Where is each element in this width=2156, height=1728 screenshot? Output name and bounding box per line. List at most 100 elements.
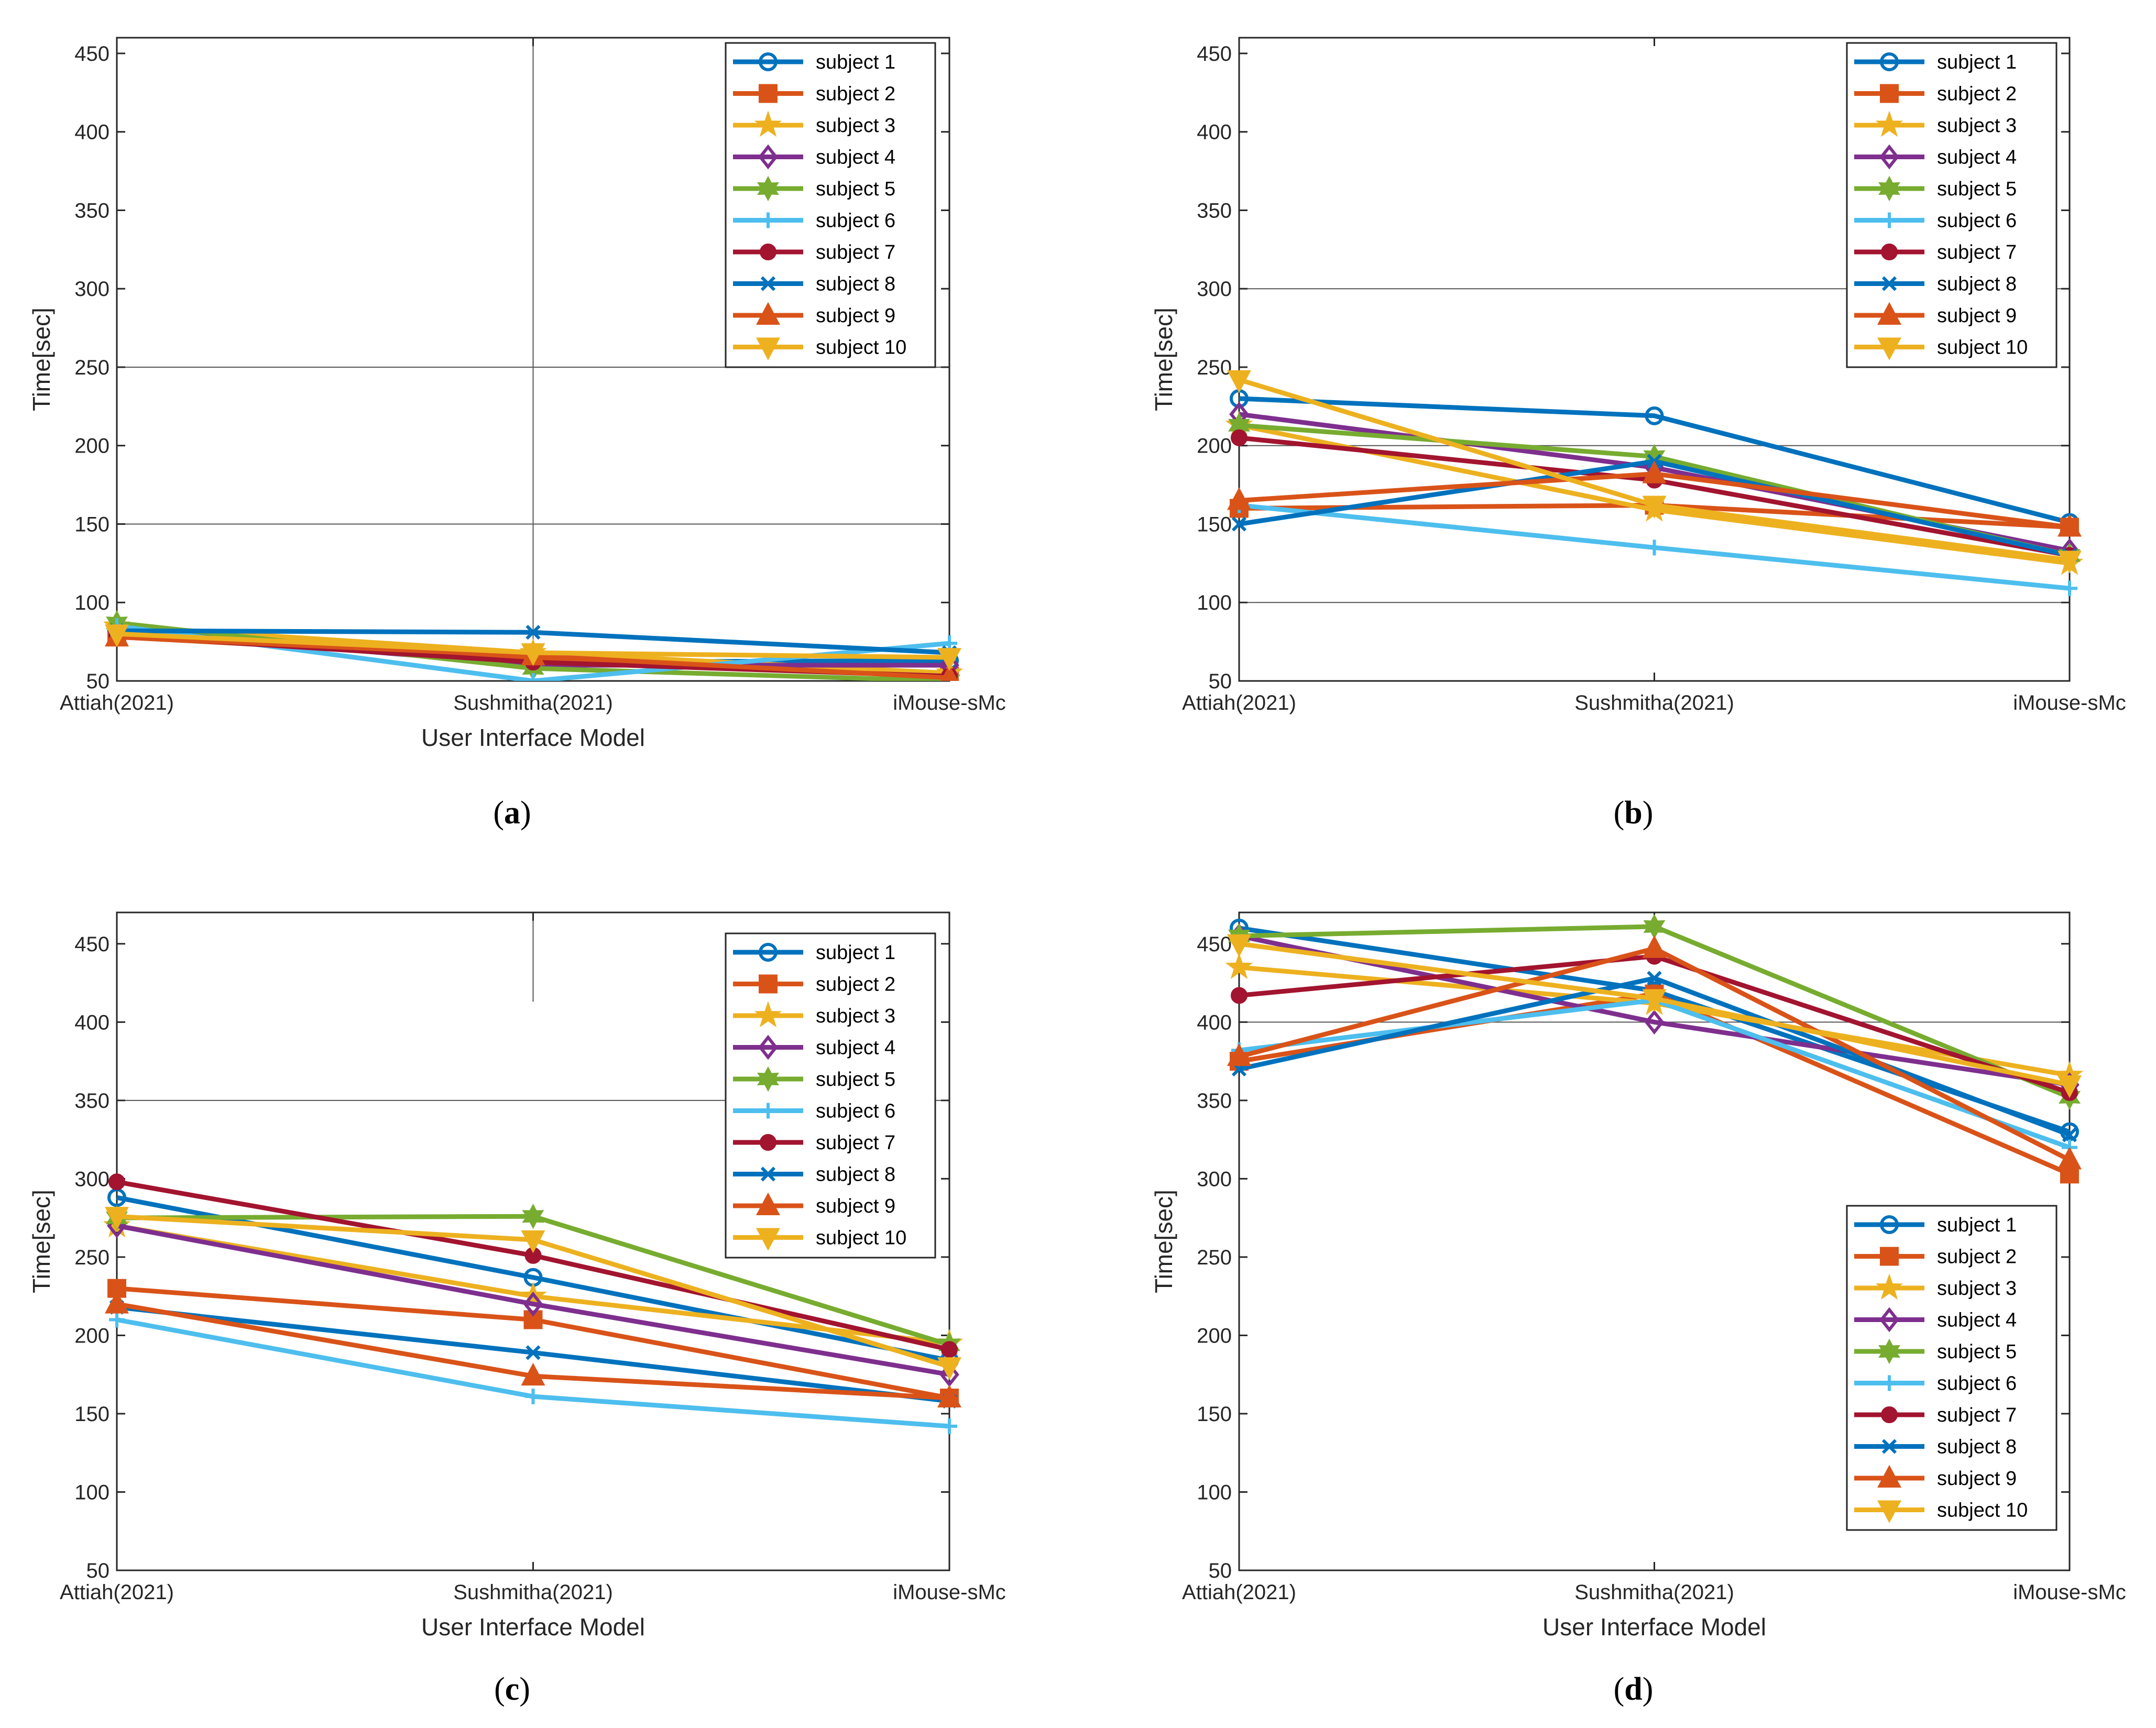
data-point-subject-4 [523,1291,543,1317]
y-tick-label: 350 [1197,199,1232,222]
legend-marker [756,337,780,360]
y-tick-label: 400 [1197,1011,1232,1034]
panel-label: (b) [1614,795,1654,831]
y-tick-label: 200 [1197,435,1232,458]
data-point-subject-9 [1642,935,1667,958]
y-tick-label: 200 [74,1324,110,1347]
legend-entry: subject 7 [816,241,895,263]
legend-entry: subject 6 [816,210,895,232]
x-tick-label: iMouse-sMc [893,691,1006,714]
legend-marker [1881,1439,1897,1454]
legend-entry: subject 8 [816,1164,895,1186]
y-tick-label: 400 [74,1011,110,1034]
legend-entry: subject 6 [816,1100,895,1122]
legend-marker [758,1034,778,1060]
data-point-subject-4 [939,1362,959,1388]
data-point-subject-5 [1643,913,1666,940]
legend-entry: subject 4 [1937,1309,2017,1331]
legend-entry: subject 1 [1937,51,2017,73]
data-point-subject-2 [523,1310,543,1329]
y-tick-label: 300 [1197,278,1232,301]
legend-marker [1877,337,1901,360]
data-point-subject-8 [2062,1127,2077,1142]
legend-marker [1878,175,1900,202]
data-point-subject-9 [105,1291,129,1314]
legend-marker [1879,144,1899,170]
data-point-subject-10 [1227,370,1251,393]
legend-marker [1880,84,1899,103]
legend-marker [1877,1465,1901,1488]
legend-entry: subject 7 [1937,241,2017,263]
legend-entry: subject 10 [816,337,906,359]
legend-entry: subject 5 [816,1069,895,1091]
y-axis-label: Time[sec] [1150,1190,1177,1293]
y-tick-label: 200 [74,435,110,458]
data-point-subject-10 [937,648,961,671]
x-tick-label: iMouse-sMc [2013,1581,2126,1604]
legend-entry: subject 2 [816,974,895,996]
legend-marker [754,1001,782,1028]
legend-marker [1881,212,1897,228]
legend-entry: subject 1 [1937,1214,2017,1236]
x-tick-label: Sushmitha(2021) [453,691,613,714]
series-line-subject-1 [1239,396,2071,525]
y-tick-label: 450 [1197,42,1232,65]
y-tick-label: 50 [86,670,110,693]
legend-marker [757,175,780,202]
data-point-subject-10 [521,1230,545,1253]
x-tick-label: iMouse-sMc [893,1581,1006,1604]
y-tick-label: 50 [1209,1559,1232,1582]
y-tick-label: 350 [74,199,110,222]
legend-marker [757,1066,780,1092]
y-tick-label: 150 [1197,1403,1232,1426]
legend-entry: subject 2 [816,83,895,105]
legend-entry: subject 8 [1937,1436,2017,1458]
x-tick-label: Attiah(2021) [1182,1581,1296,1604]
legend-entry: subject 2 [1937,1246,2017,1268]
legend-entry: subject 2 [1937,83,2017,105]
data-point-subject-7 [108,1173,125,1191]
data-point-subject-9 [940,664,958,681]
x-tick-label: Attiah(2021) [60,1581,174,1604]
legend: subject 1 subject 2 subject 3 subject 4 subj… [725,42,936,368]
chart-panel-1: 50 100 150 200 250 300 350 400 450 Attiah(2021) Su… [28,37,1006,831]
legend-marker [1879,1307,1899,1333]
data-point-subject-10 [2057,551,2082,574]
y-tick-label: 450 [74,933,110,956]
legend-marker [1877,302,1901,325]
legend-marker [756,302,780,325]
legend-marker [1880,1247,1899,1266]
chart-panel-3: 50 100 150 200 250 300 350 400 450 Attiah(2021) Su… [28,911,1006,1707]
y-tick-label: 250 [74,356,110,379]
legend-marker [759,52,778,71]
data-point-subject-6 [109,1312,125,1328]
data-point-subject-6 [525,673,541,681]
legend-entry: subject 7 [1937,1404,2017,1426]
legend-marker [1881,1375,1897,1391]
y-tick-label: 100 [74,591,110,614]
legend-marker [756,1228,780,1251]
legend-entry: subject 9 [1937,305,2017,327]
data-point-subject-8 [1647,971,1662,986]
legend-entry: subject 3 [1937,115,2017,137]
data-point-subject-7 [1231,987,1247,1004]
legend-entry: subject 6 [1937,1373,2017,1395]
legend-marker [1881,276,1897,291]
y-tick-label: 300 [74,1168,110,1191]
series-group [1225,913,2084,1184]
legend-entry: subject 5 [816,178,895,200]
data-point-subject-9 [2057,1147,2082,1170]
y-tick-label: 50 [86,1559,110,1582]
legend-marker [760,276,776,291]
x-axis-label: User Interface Model [421,1613,645,1641]
y-axis-label: Time[sec] [1150,307,1177,411]
x-tick-label: iMouse-sMc [2013,691,2126,714]
legend-entry: subject 10 [1937,337,2028,359]
data-point-subject-9 [1227,487,1251,510]
x-axis-label: User Interface Model [1542,1613,1766,1641]
legend: subject 1 subject 2 subject 3 subject 4 subj… [725,932,936,1259]
y-axis-label: Time[sec] [28,307,55,411]
legend-marker [1875,111,1903,137]
y-tick-label: 450 [1197,933,1232,956]
legend-entry: subject 3 [816,1005,895,1027]
